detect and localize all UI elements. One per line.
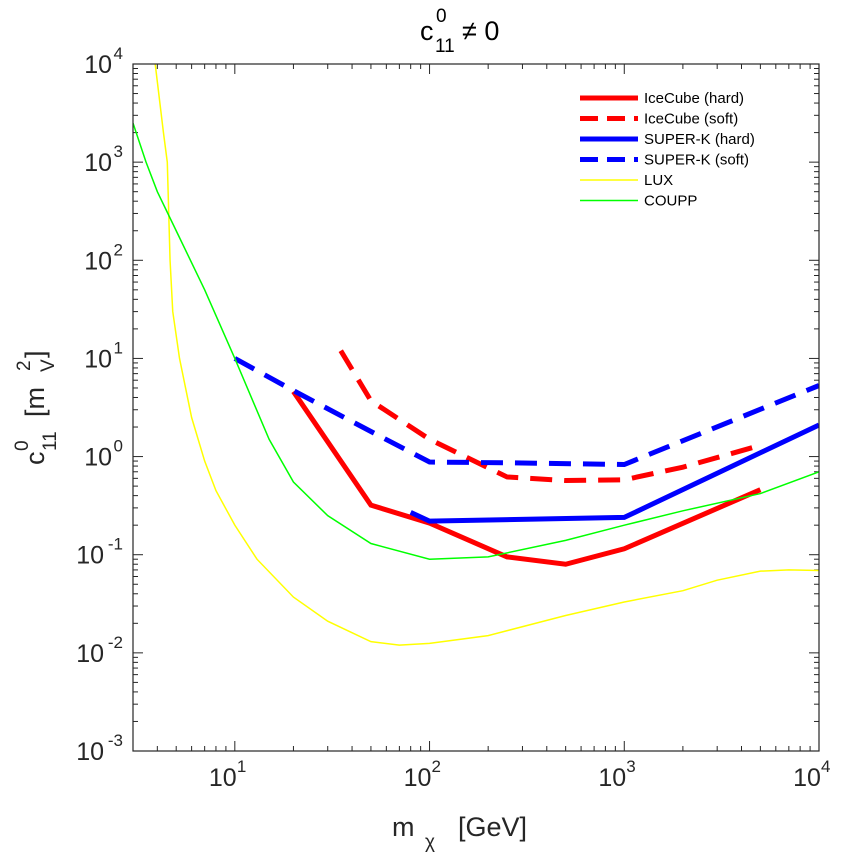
series-line-super-k-soft [233, 356, 819, 468]
y-tick-label: 10 0 [84, 437, 123, 472]
svg-text:c: c [420, 16, 434, 46]
series-line-icecube-soft [338, 349, 762, 484]
svg-text:11: 11 [435, 36, 455, 57]
series-line-super-k-hard [409, 422, 819, 524]
svg-text:10: 10 [76, 738, 104, 766]
x-axis-label: m χ [GeV] [392, 812, 527, 853]
legend-label: SUPER-K (hard) [644, 131, 755, 148]
svg-text:0: 0 [436, 6, 447, 27]
svg-text:1: 1 [114, 338, 123, 357]
title-sup: 0 [436, 6, 447, 27]
svg-text:10: 10 [209, 764, 237, 792]
chart-title: c 0 11 ≠ 0 [420, 6, 499, 57]
legend-label: COUPP [644, 193, 697, 210]
legend-item: LUX [580, 172, 673, 189]
xlabel-sub: χ [425, 832, 435, 853]
svg-text:10: 10 [76, 542, 104, 570]
svg-text:0: 0 [114, 437, 123, 456]
svg-text:10: 10 [84, 247, 112, 275]
y-tick-label: 10 -2 [76, 633, 123, 668]
plot-frame [132, 63, 820, 752]
legend-label: SUPER-K (soft) [644, 152, 749, 169]
legend-label: IceCube (hard) [644, 90, 744, 107]
title-sub: 11 [435, 36, 455, 57]
series-line-lux [154, 64, 819, 646]
legend: IceCube (hard) IceCube (soft) SUPER-K (har… [580, 90, 755, 210]
ylabel-sup: 0 [12, 440, 33, 451]
svg-text:-3: -3 [108, 731, 123, 750]
svg-text:3: 3 [114, 142, 123, 161]
y-tick-label: 10 -3 [76, 731, 123, 766]
ylabel-base: c [20, 452, 50, 466]
y-tick-label: 10 1 [84, 338, 123, 373]
svg-text:2: 2 [432, 757, 441, 776]
ylabel-unit-close: ] [20, 350, 50, 358]
svg-text:4: 4 [114, 44, 123, 63]
series-group [133, 64, 819, 646]
x-tick-label: 10 3 [598, 757, 635, 792]
y-tick-label: 10 2 [84, 240, 123, 275]
svg-text:-1: -1 [108, 535, 123, 554]
xlabel-unit: [GeV] [458, 812, 527, 842]
legend-item: IceCube (soft) [580, 111, 738, 128]
svg-text:3: 3 [626, 757, 635, 776]
x-tick-labels: 10 1 10 2 10 3 10 4 [209, 757, 831, 792]
svg-text:10: 10 [76, 640, 104, 668]
ylabel-unit-open: [m [20, 387, 50, 417]
svg-text:1: 1 [237, 757, 246, 776]
svg-text:10: 10 [84, 149, 112, 177]
svg-text:10: 10 [598, 764, 626, 792]
svg-text:4: 4 [821, 757, 830, 776]
title-rest: ≠ 0 [462, 16, 499, 46]
legend-item: COUPP [580, 193, 697, 210]
svg-text:10: 10 [84, 51, 112, 79]
y-tick-label: 10 4 [84, 44, 123, 79]
y-axis-label: c 0 11 [m 2 V ] [12, 350, 61, 465]
svg-text:2: 2 [114, 240, 123, 259]
series-line-coupp [133, 122, 819, 560]
legend-item: IceCube (hard) [580, 90, 744, 107]
svg-text:10: 10 [84, 444, 112, 472]
svg-text:≠ 0: ≠ 0 [462, 16, 499, 46]
x-tick-label: 10 1 [209, 757, 246, 792]
x-tick-label: 10 4 [793, 757, 830, 792]
ylabel-sub: 11 [40, 431, 61, 451]
ylabel-unit-sub: V [38, 359, 59, 372]
svg-text:10: 10 [404, 764, 432, 792]
series-line-icecube-hard [291, 390, 762, 567]
ylabel-unit-sup: 2 [14, 360, 35, 371]
title-base: c [420, 16, 434, 46]
xlabel-base: m [392, 812, 415, 842]
svg-text:-2: -2 [108, 633, 123, 652]
legend-label: IceCube (soft) [644, 111, 738, 128]
y-tick-label: 10 -1 [76, 535, 123, 570]
svg-text:10: 10 [793, 764, 821, 792]
x-tick-label: 10 2 [404, 757, 441, 792]
y-tick-label: 10 3 [84, 142, 123, 177]
legend-item: SUPER-K (soft) [580, 152, 749, 169]
legend-label: LUX [644, 172, 673, 189]
legend-item: SUPER-K (hard) [580, 131, 755, 148]
svg-text:10: 10 [84, 345, 112, 373]
